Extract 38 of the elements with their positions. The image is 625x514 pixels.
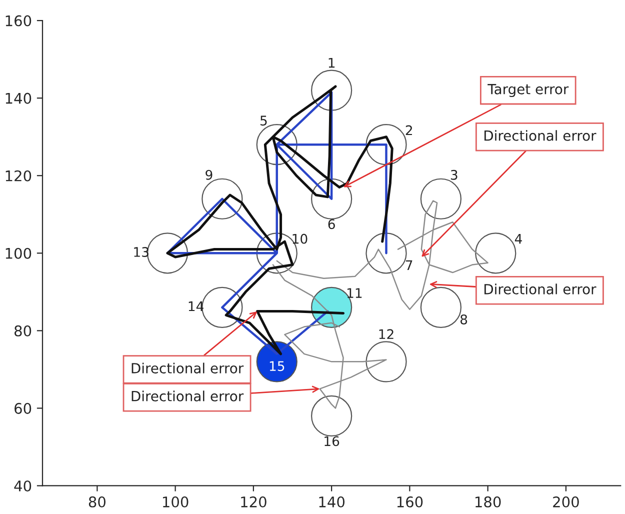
x-tick-label: 200 [553, 496, 579, 508]
annotation: 4 [514, 234, 522, 244]
y-tick-label: 60 [14, 402, 32, 414]
annotation: 10 [292, 234, 308, 244]
annotation: 6 [328, 219, 335, 230]
annotation: Directional error [484, 130, 596, 141]
point [366, 341, 407, 382]
annotation: 15 [270, 361, 284, 372]
annotation: 3 [450, 170, 458, 180]
annotation: 11 [347, 288, 362, 298]
x-tick-label: 100 [162, 496, 188, 508]
annotation: 16 [324, 436, 340, 446]
y-tick-label: 40 [14, 480, 32, 492]
annotation: 5 [260, 116, 267, 126]
annotation: Directional error [132, 362, 244, 374]
annotation: Directional error [484, 284, 596, 294]
y-tick-label: 160 [6, 15, 32, 26]
point [311, 395, 352, 437]
x-tick-label: 120 [241, 496, 266, 508]
x-tick-label: 180 [475, 496, 501, 508]
annotation: 2 [406, 125, 412, 136]
point [475, 232, 516, 274]
point [420, 178, 462, 220]
annotation: 1 [328, 58, 335, 68]
y-tick-label: 100 [6, 248, 32, 259]
annotation: Target error [488, 84, 569, 98]
x-tick-label: 140 [319, 496, 345, 508]
y-tick-label: 120 [6, 170, 32, 182]
annotation: Directional error [132, 390, 244, 402]
x-tick-label: 160 [397, 496, 423, 508]
annotation: 9 [206, 170, 212, 180]
annotation: 12 [379, 329, 394, 339]
point [420, 286, 462, 328]
y-tick-label: 80 [14, 325, 32, 336]
y-tick-label: 140 [6, 92, 32, 104]
annotation: 7 [406, 260, 412, 270]
annotation: 8 [460, 314, 468, 324]
x-tick-label: 80 [88, 496, 106, 508]
